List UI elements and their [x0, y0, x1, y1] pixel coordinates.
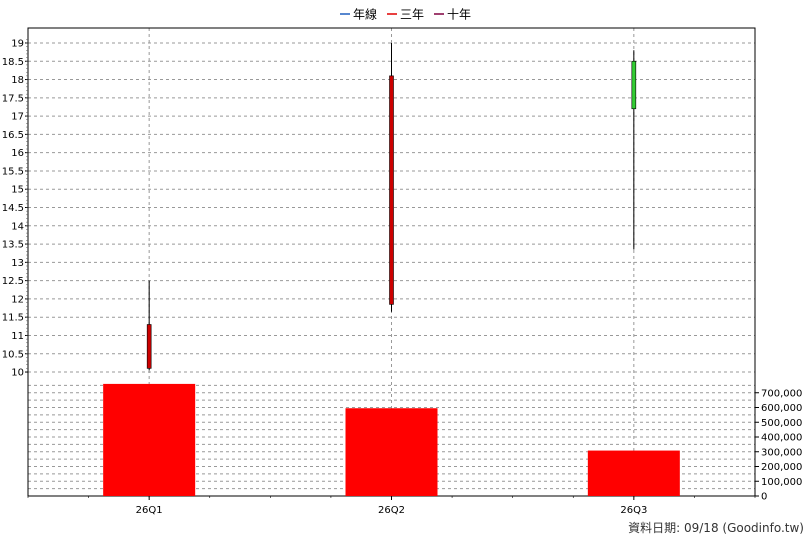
- price-tick-label: 16.5: [2, 130, 24, 141]
- legend: 年線 三年 十年: [340, 7, 471, 22]
- volume-bar: [345, 408, 438, 496]
- volume-bar: [587, 450, 680, 496]
- price-tick-label: 11.5: [2, 313, 24, 324]
- x-tick-label: 26Q2: [378, 505, 405, 516]
- price-axis: 10 10.5 11 11.5 12 12.5 13 13.5 14 14.5 15 15.5 16 16…: [2, 38, 28, 379]
- volume-tick-label: 600,000: [761, 403, 802, 414]
- volume-tick-label: 500,000: [761, 418, 802, 429]
- volume-tick-label: 100,000: [761, 477, 802, 488]
- price-tick-label: 10: [11, 368, 24, 379]
- price-tick-label: 19: [11, 38, 24, 49]
- price-tick-label: 15.5: [2, 166, 24, 177]
- price-tick-label: 12: [11, 294, 24, 305]
- volume-tick-label: 0: [761, 492, 767, 503]
- price-tick-label: 18: [11, 75, 24, 86]
- volume-tick-label: 700,000: [761, 388, 802, 399]
- volume-tick-label: 400,000: [761, 433, 802, 444]
- price-tick-label: 18.5: [2, 57, 24, 68]
- x-tick-label: 26Q3: [620, 505, 647, 516]
- price-tick-label: 14: [11, 221, 24, 232]
- x-axis: 26Q1 26Q2 26Q3: [27, 496, 756, 516]
- legend-label: 年線: [353, 7, 377, 22]
- legend-label: 十年: [447, 8, 471, 22]
- candle-body: [631, 60, 637, 110]
- price-tick-label: 12.5: [2, 276, 24, 287]
- volume-bar: [103, 383, 196, 496]
- legend-label: 三年: [400, 8, 424, 22]
- price-tick-label: 10.5: [2, 349, 24, 360]
- volume-tick-label: 200,000: [761, 462, 802, 473]
- price-tick-label: 11: [11, 331, 24, 342]
- price-tick-label: 14.5: [2, 203, 24, 214]
- price-tick-label: 17.5: [2, 93, 24, 104]
- volume-bars: [103, 383, 680, 496]
- price-tick-label: 16: [11, 148, 24, 159]
- candles: [146, 42, 637, 371]
- price-tick-label: 17: [11, 112, 24, 123]
- candle-body: [146, 324, 152, 369]
- x-tick-label: 26Q1: [136, 505, 163, 516]
- price-tick-label: 13.5: [2, 240, 24, 251]
- volume-tick-label: 300,000: [761, 447, 802, 458]
- volume-axis: 0 100,000 200,000 300,000 400,000 500,000 600,…: [755, 388, 802, 503]
- data-date-footer: 資料日期: 09/18 (Goodinfo.tw): [628, 521, 804, 535]
- price-tick-label: 13: [11, 258, 24, 269]
- price-tick-label: 15: [11, 185, 24, 196]
- candle-body: [389, 75, 394, 305]
